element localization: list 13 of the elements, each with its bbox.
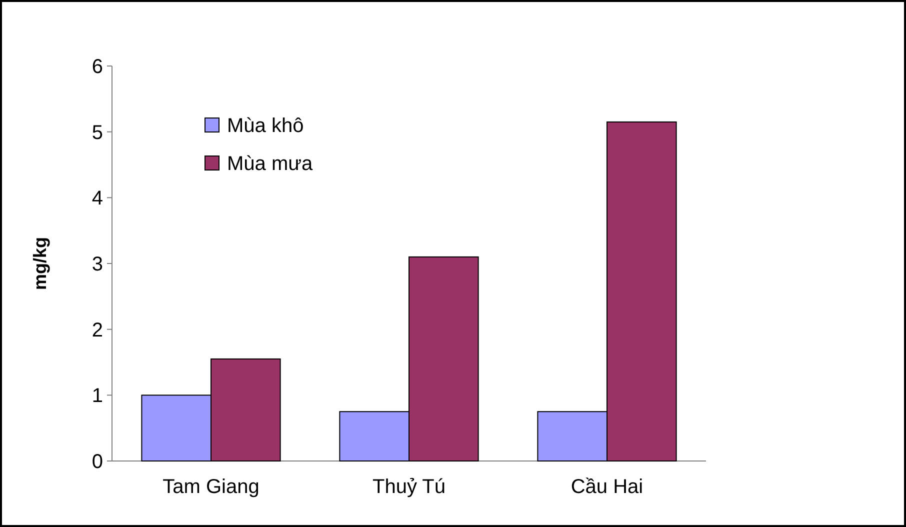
x-tick-label: Tam Giang: [162, 476, 260, 498]
y-tick-label: 2: [92, 319, 103, 342]
y-tick-label: 5: [92, 122, 103, 144]
y-tick-label: 6: [92, 56, 103, 78]
legend-label: Mùa mưa: [227, 153, 314, 175]
legend-label: Mùa khô: [227, 115, 304, 137]
x-tick-label: Cầu Hai: [570, 476, 644, 498]
y-tick-label: 1: [92, 385, 103, 408]
y-tick-label: 3: [92, 254, 103, 276]
y-tick-label: 0: [92, 451, 103, 473]
x-tick-label: Thuỷ Tú: [372, 476, 446, 498]
y-tick-label: 4: [92, 188, 103, 210]
y-axis-title: mg/kg: [30, 236, 50, 290]
